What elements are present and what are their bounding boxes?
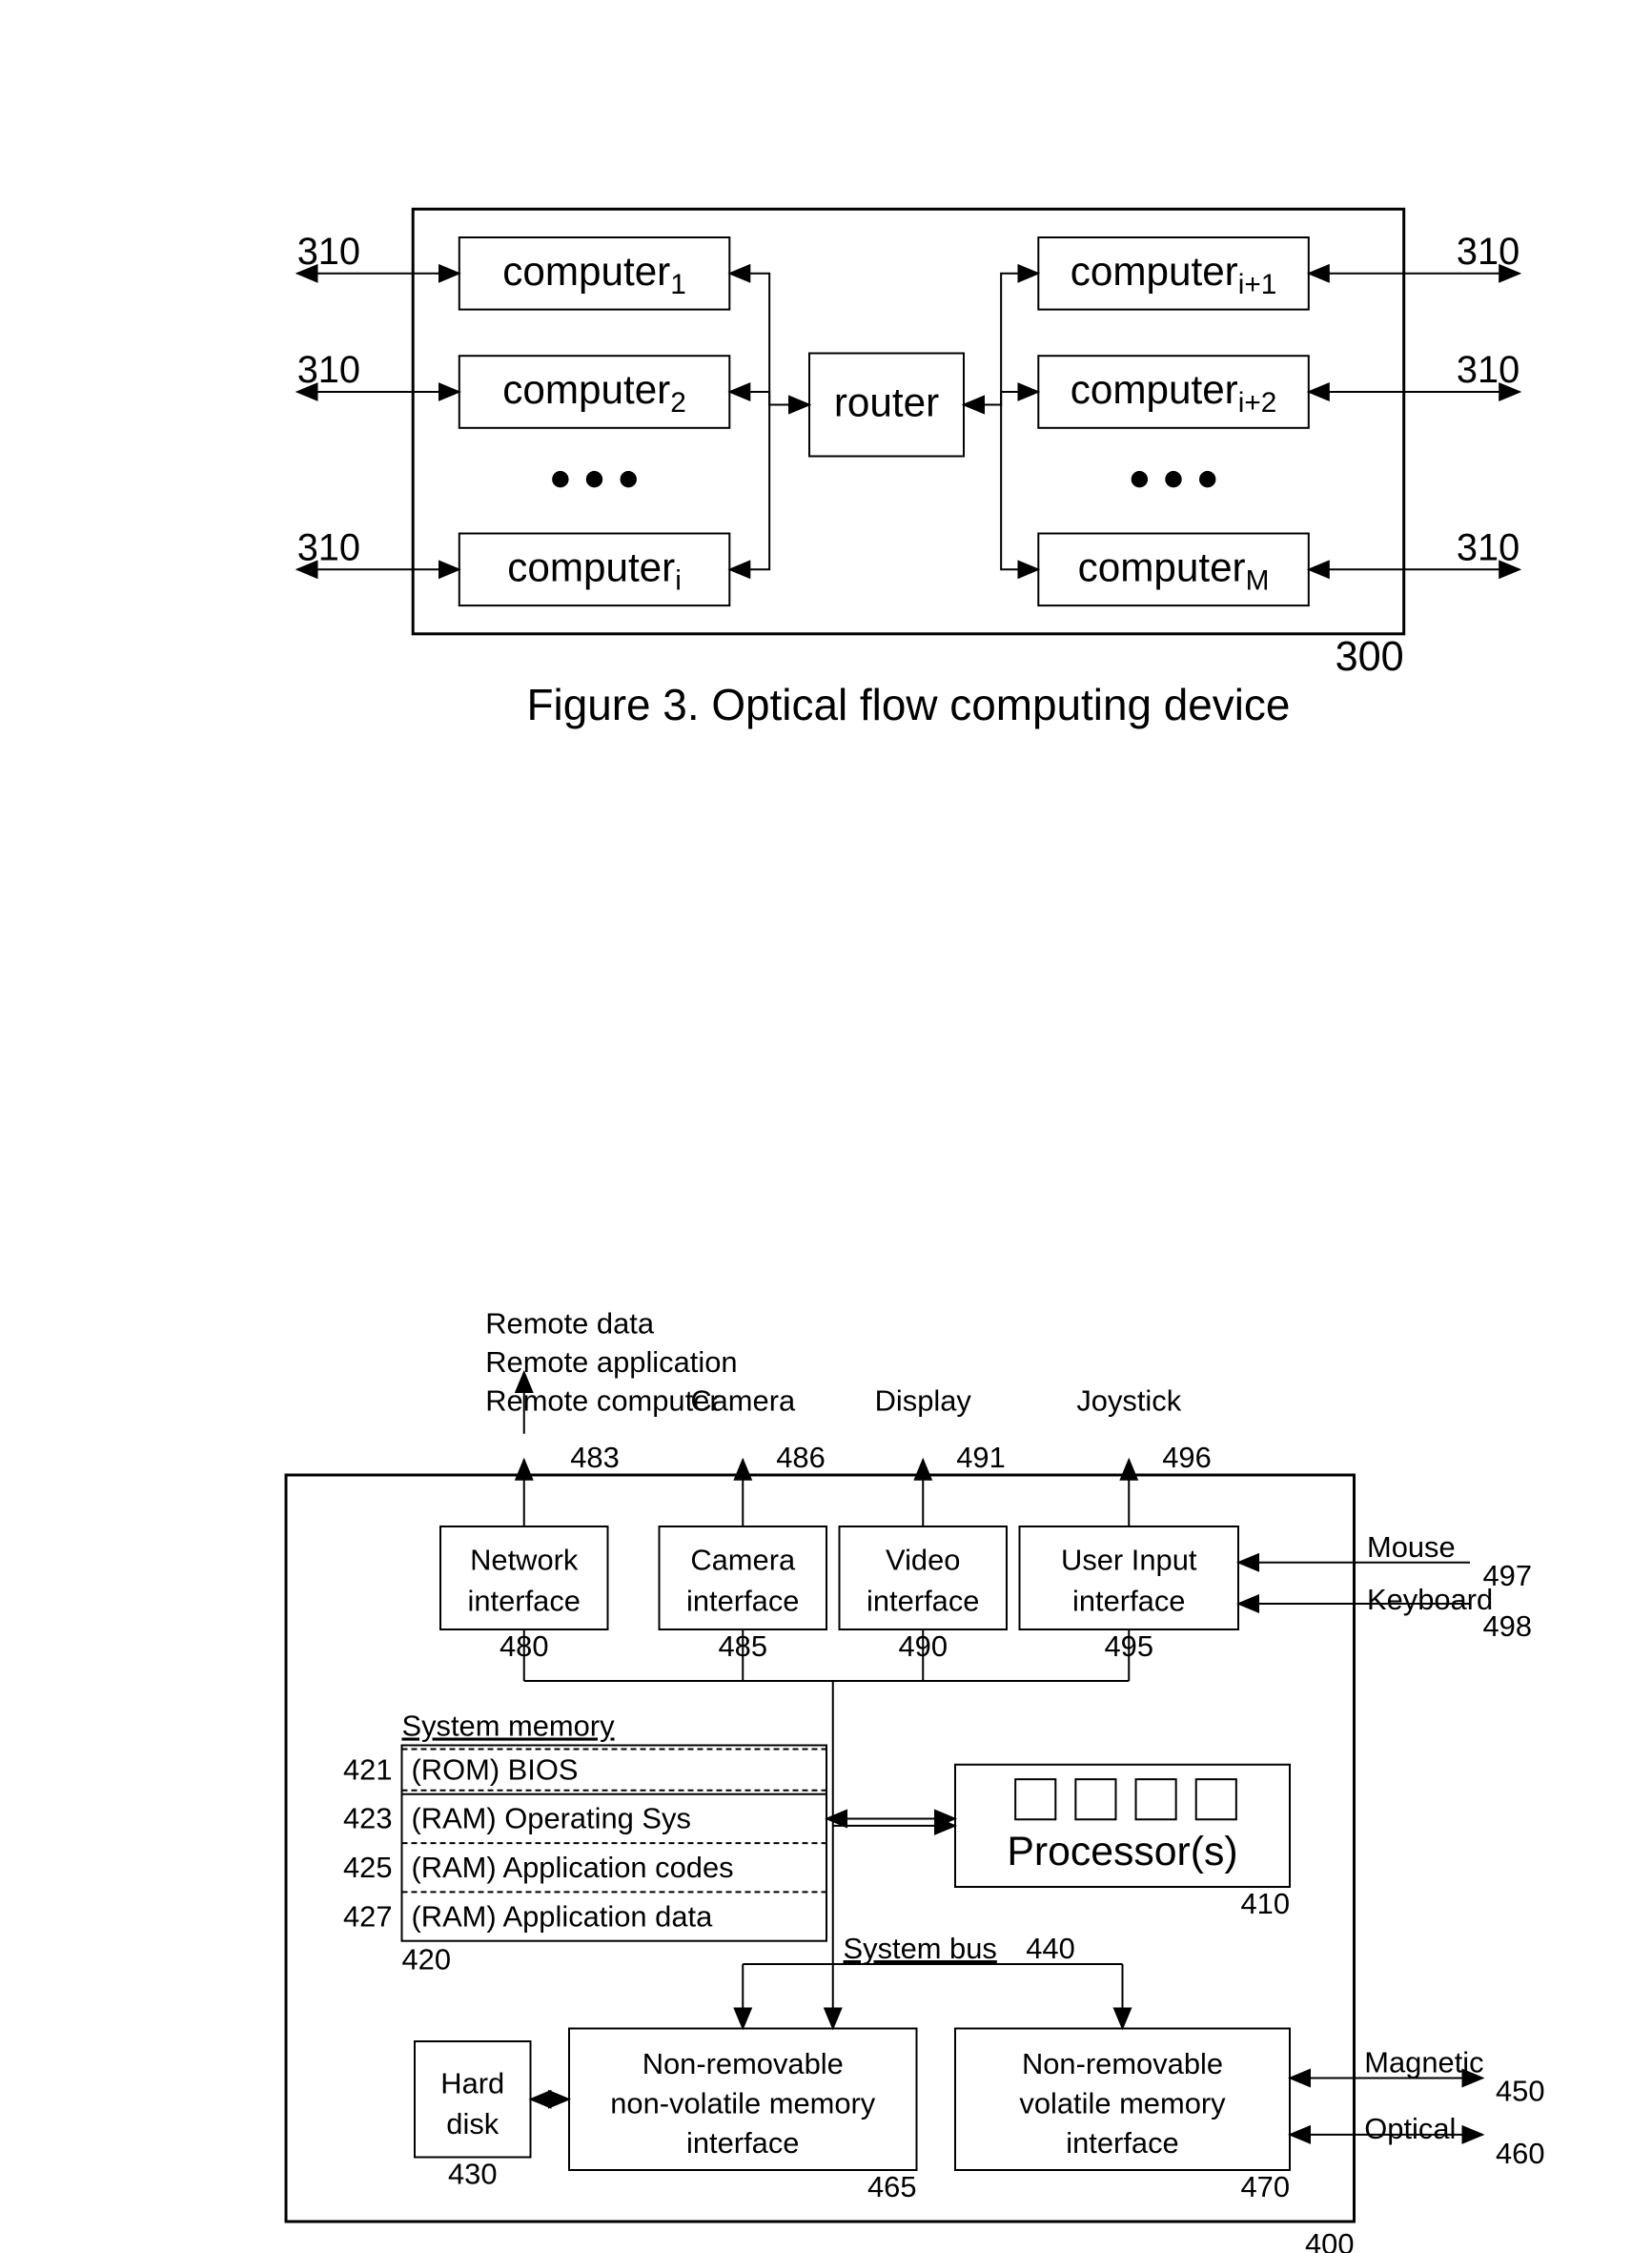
label-text: interface xyxy=(1066,2126,1178,2160)
label-text: 430 xyxy=(448,2158,498,2191)
label-text: interface xyxy=(867,1585,979,1618)
label-text: interface xyxy=(1072,1585,1185,1618)
svg-tspan: computer xyxy=(502,367,670,412)
label-text: 310 xyxy=(1457,526,1519,568)
label-text: router xyxy=(834,380,939,425)
label-text: 310 xyxy=(297,349,360,391)
label-text: Magnetic xyxy=(1364,2045,1483,2079)
label-text: 465 xyxy=(867,2170,917,2203)
label-text: Non-removable xyxy=(642,2047,844,2080)
diagram-box xyxy=(1196,1779,1236,1819)
label-text: 421 xyxy=(343,1752,393,1786)
label-text: Processor(s) xyxy=(1007,1829,1237,1874)
label-text: ● ● ● xyxy=(549,455,641,499)
svg-g: routercomputer1310computer2310computeri3… xyxy=(297,209,1520,729)
label-text: computerM xyxy=(1078,544,1270,596)
label-text: Keyboard xyxy=(1367,1583,1493,1616)
label-text: 496 xyxy=(1162,1441,1212,1474)
svg-tspan: computer xyxy=(1071,367,1238,412)
label-text: (RAM) Operating Sys xyxy=(412,1802,691,1835)
label-text: 483 xyxy=(570,1441,620,1474)
svg-tspan: computer xyxy=(507,544,675,589)
label-text: 486 xyxy=(776,1441,826,1474)
label-text: (RAM) Application data xyxy=(412,1899,714,1933)
label-text: Optical xyxy=(1364,2112,1456,2145)
label-text: (ROM) BIOS xyxy=(412,1752,579,1786)
label-text: (RAM) Application codes xyxy=(412,1851,734,1884)
label-text: Display xyxy=(875,1384,972,1418)
label-text: 310 xyxy=(297,526,360,568)
label-text: computer2 xyxy=(502,367,686,419)
label-text: 498 xyxy=(1483,1609,1533,1643)
label-text: Mouse xyxy=(1367,1530,1456,1564)
label-text: interface xyxy=(686,2126,799,2160)
label-text: ● ● ● xyxy=(1128,455,1219,499)
svg-tspan: 1 xyxy=(670,269,686,300)
label-text: 425 xyxy=(343,1851,393,1884)
label-text: 460 xyxy=(1496,2137,1545,2170)
label-text: computer1 xyxy=(502,249,686,300)
label-text: 450 xyxy=(1496,2074,1545,2107)
label-text: interface xyxy=(468,1585,581,1618)
label-text: disk xyxy=(446,2107,499,2140)
label-text: 310 xyxy=(1457,349,1519,391)
label-text: 400 xyxy=(1305,2227,1355,2253)
svg-tspan: computer xyxy=(1071,249,1238,294)
label-text: Remote computer xyxy=(485,1384,719,1418)
label-text: Remote data xyxy=(485,1307,655,1341)
label-text: 440 xyxy=(1026,1932,1075,1965)
svg-tspan: 2 xyxy=(670,387,686,419)
label-text: System bus xyxy=(844,1932,997,1965)
label-text: 310 xyxy=(297,231,360,273)
label-text: Hard xyxy=(440,2067,504,2100)
svg-tspan: computer xyxy=(502,249,670,294)
fig3-caption: Figure 3. Optical flow computing device xyxy=(526,680,1290,729)
label-text: 491 xyxy=(956,1441,1006,1474)
label-text: System memory xyxy=(402,1710,616,1743)
svg-tspan: computer xyxy=(1078,544,1246,589)
label-text: Camera xyxy=(690,1543,796,1576)
diagram-box xyxy=(1136,1779,1176,1819)
diagram-box xyxy=(1015,1779,1055,1819)
svg-tspan: i xyxy=(675,564,682,596)
label-text: non-volatile memory xyxy=(610,2087,876,2120)
label-text: Network xyxy=(470,1543,579,1576)
label-text: User Input xyxy=(1061,1543,1197,1576)
diagram-box xyxy=(1075,1779,1115,1819)
label-text: interface xyxy=(686,1585,799,1618)
svg-g: Networkinterface480483Camerainterface485… xyxy=(286,1307,1545,2253)
svg-tspan: i+2 xyxy=(1238,387,1277,419)
label-text: volatile memory xyxy=(1019,2087,1226,2120)
label-text: 423 xyxy=(343,1802,393,1835)
label-text: 410 xyxy=(1240,1887,1290,1920)
label-text: Video xyxy=(886,1543,960,1576)
label-text: 470 xyxy=(1240,2170,1290,2203)
label-text: 420 xyxy=(402,1943,452,1976)
svg-tspan: M xyxy=(1246,564,1270,596)
label-text: Non-removable xyxy=(1022,2047,1223,2080)
label-text: computeri xyxy=(507,544,682,596)
label-text: 310 xyxy=(1457,231,1519,273)
svg-tspan: i+1 xyxy=(1238,269,1277,300)
label-text: Joystick xyxy=(1076,1384,1181,1418)
label-text: 427 xyxy=(343,1899,393,1933)
label-text: 300 xyxy=(1336,634,1404,680)
